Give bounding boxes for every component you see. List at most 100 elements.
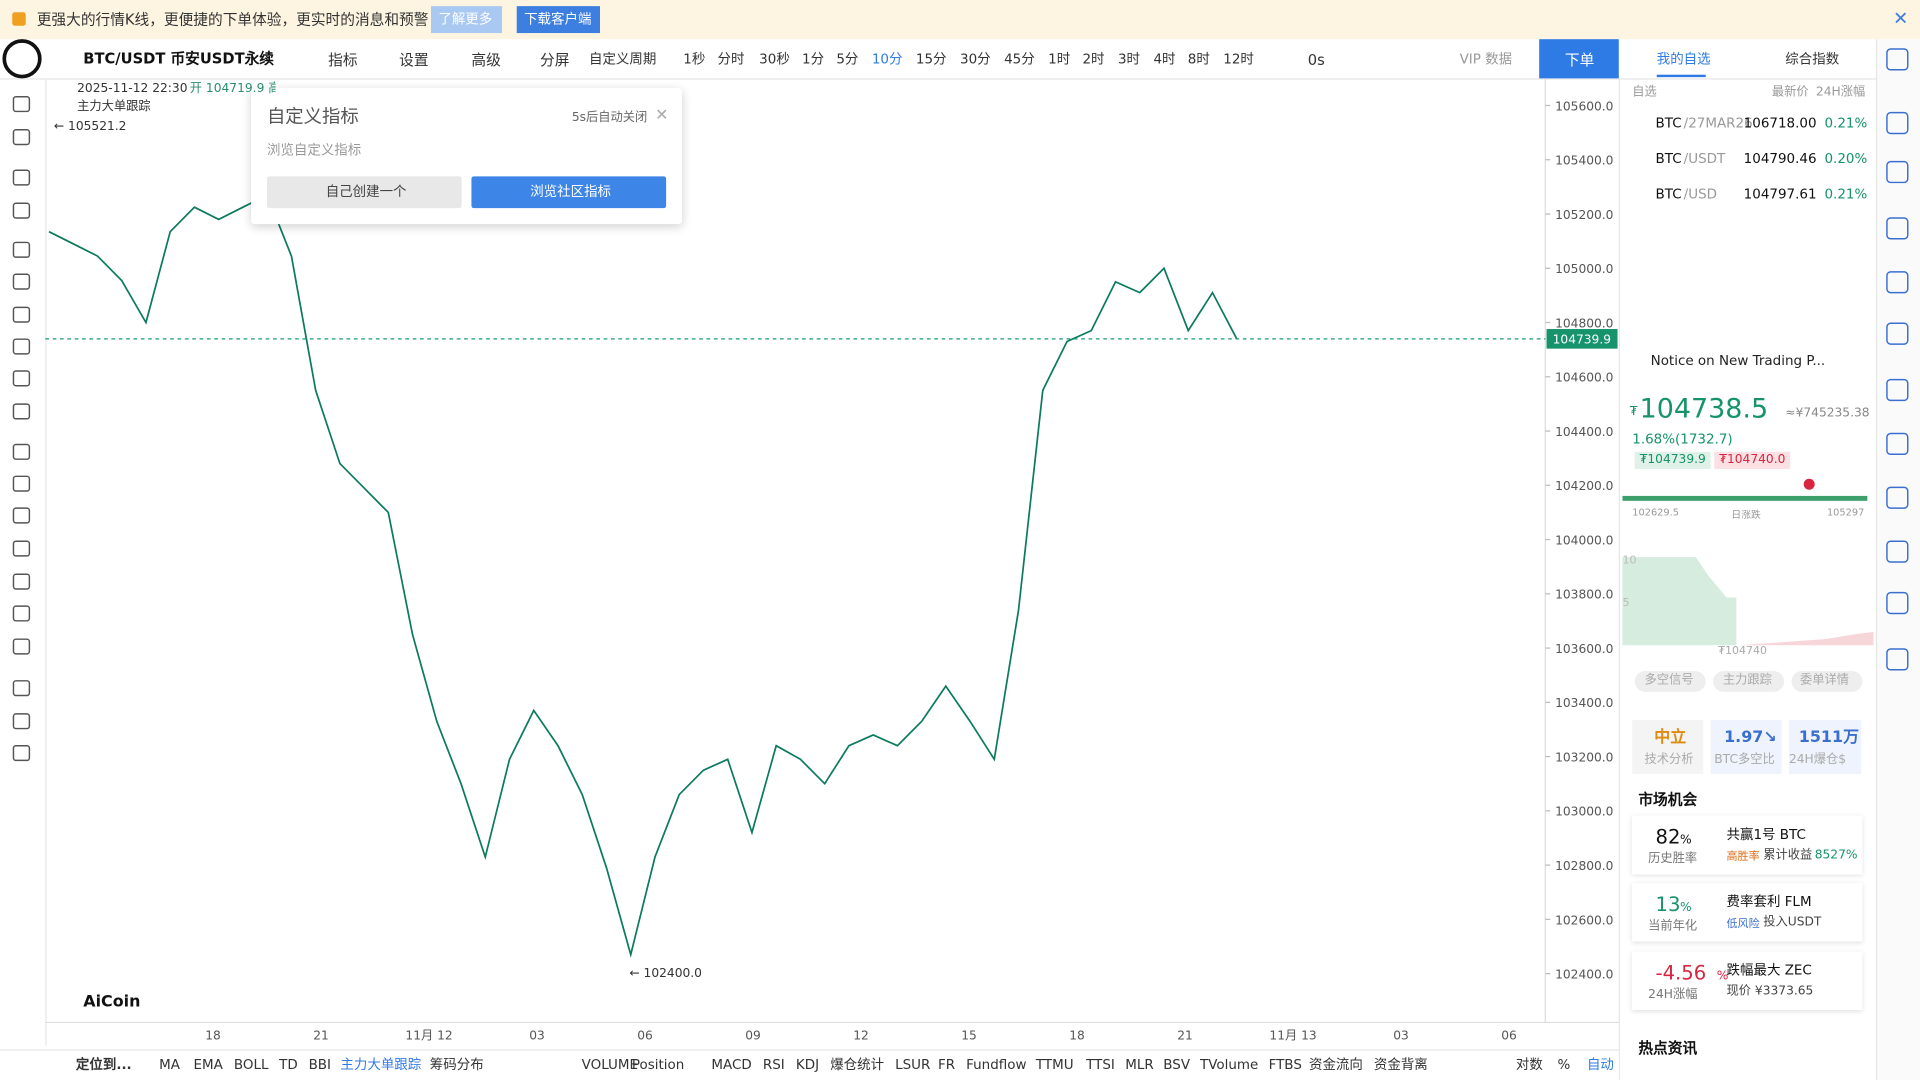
notice[interactable]: Notice on New Trading P... <box>1650 352 1826 369</box>
tab-indicator <box>1656 74 1706 78</box>
symbol[interactable]: BTC/USDT 币安USDT永续 <box>83 50 275 68</box>
period[interactable]: 30分 <box>960 51 991 68</box>
period[interactable]: 45分 <box>1004 51 1035 68</box>
side-icon <box>1886 432 1909 456</box>
row-quote[interactable]: /USD <box>1683 186 1718 203</box>
period[interactable]: 1时 <box>1048 51 1071 68</box>
signal-tab[interactable]: 多空信号 <box>1644 673 1694 687</box>
period[interactable]: 分时 <box>717 51 745 68</box>
close-banner[interactable]: ✕ <box>1893 7 1909 30</box>
period[interactable]: 10分 <box>871 51 903 68</box>
period[interactable]: 3时 <box>1117 51 1141 68</box>
browse[interactable]: 浏览社区指标 <box>530 183 612 200</box>
sub-indicator[interactable]: 资金流向 <box>1308 1056 1363 1073</box>
period[interactable]: 30秒 <box>759 51 790 68</box>
toolbar-item[interactable]: 指标 <box>328 51 358 69</box>
sub-indicator[interactable]: FTBS <box>1268 1056 1302 1073</box>
sub-indicator[interactable]: TTMU <box>1035 1056 1074 1073</box>
signal-tab[interactable]: 委单详情 <box>1800 673 1849 687</box>
depth-area <box>1738 631 1874 646</box>
sub-indicator[interactable]: Fundflow <box>966 1056 1027 1073</box>
download[interactable]: 下载客户端 <box>524 11 592 27</box>
period[interactable]: 4时 <box>1153 51 1176 68</box>
signal-tab[interactable] <box>1713 671 1785 692</box>
card[interactable] <box>1788 720 1862 774</box>
signal-tab[interactable] <box>1634 671 1706 692</box>
period[interactable]: 12时 <box>1223 51 1254 68</box>
browse-button[interactable] <box>471 176 667 209</box>
tool-icon <box>12 638 31 655</box>
sub-indicator[interactable]: LSUR <box>895 1056 931 1073</box>
sub-indicator[interactable]: MLR <box>1125 1056 1154 1073</box>
learn-more[interactable]: 了解更多 <box>438 11 493 27</box>
sub-indicator[interactable]: VOLUME <box>581 1056 639 1073</box>
main-indicator[interactable]: BBI <box>308 1056 332 1073</box>
period[interactable]: 1分 <box>802 51 825 68</box>
tab[interactable]: 综合指数 <box>1785 51 1840 68</box>
download-button[interactable] <box>516 6 601 34</box>
row-base[interactable]: BTC <box>1655 186 1682 203</box>
percent-toggle[interactable]: % <box>1557 1056 1571 1073</box>
logo[interactable] <box>2 39 42 79</box>
change: 1.68%(1732.7) <box>1632 431 1733 447</box>
main-indicator[interactable]: EMA <box>193 1056 223 1073</box>
tab[interactable]: 我的自选 <box>1656 51 1711 68</box>
tool-icon <box>12 713 31 730</box>
sub-indicator[interactable]: BSV <box>1163 1056 1191 1073</box>
main-indicator[interactable]: BOLL <box>233 1056 269 1073</box>
order[interactable]: 下单 <box>1564 51 1595 69</box>
toolbar-item[interactable]: 高级 <box>471 51 501 69</box>
sub-indicator[interactable]: TVolume <box>1200 1056 1259 1073</box>
main-indicator[interactable]: TD <box>279 1056 298 1073</box>
vip[interactable]: VIP 数据 <box>1459 51 1513 68</box>
banner <box>0 0 1920 40</box>
order-button[interactable] <box>1539 39 1619 79</box>
row-base[interactable]: BTC <box>1655 150 1682 167</box>
toolbar-item[interactable]: 设置 <box>399 51 429 69</box>
row-base[interactable]: BTC <box>1655 115 1682 132</box>
period[interactable]: 8时 <box>1187 51 1210 68</box>
period[interactable]: 15分 <box>915 51 947 68</box>
log-toggle[interactable]: 对数 <box>1515 1056 1543 1073</box>
signal-tab[interactable] <box>1791 671 1863 692</box>
popup-title: 自定义指标 <box>266 105 359 128</box>
period[interactable]: 1秒 <box>683 51 706 68</box>
row-quote[interactable]: /27MAR26 <box>1683 115 1753 132</box>
opp-desc: 历史胜率 <box>1648 852 1698 866</box>
auto-toggle[interactable]: 自动 <box>1586 1056 1614 1073</box>
custom-period[interactable]: 自定义周期 <box>588 51 657 68</box>
card[interactable] <box>1632 720 1704 774</box>
tool-icon <box>12 573 31 590</box>
main-indicator[interactable]: 主力大单跟踪 <box>340 1056 422 1073</box>
signal-tab[interactable]: 主力跟踪 <box>1722 673 1772 687</box>
sub-indicator[interactable]: 资金背离 <box>1373 1056 1428 1073</box>
sub-indicator[interactable]: 爆仓统计 <box>830 1056 885 1073</box>
x-tick-label: 11月 12 <box>405 1029 452 1043</box>
sub-indicator[interactable]: Position <box>631 1056 685 1073</box>
popup-close[interactable]: ✕ <box>655 106 669 125</box>
row-quote[interactable]: /USDT <box>1683 150 1726 167</box>
x-tick-label: 15 <box>961 1029 977 1043</box>
create[interactable]: 自己创建一个 <box>325 183 407 200</box>
sub-indicator[interactable]: RSI <box>762 1056 785 1073</box>
sub-indicator[interactable]: TTSI <box>1086 1056 1115 1073</box>
locate[interactable]: 定位到... <box>75 1056 132 1073</box>
create-button[interactable] <box>266 176 462 209</box>
sub-indicator[interactable]: KDJ <box>795 1056 820 1073</box>
opp-tag: 低风险 <box>1726 918 1760 931</box>
y-tick-label: 104000.0 <box>1555 533 1613 547</box>
period[interactable]: 2时 <box>1082 51 1105 68</box>
main-indicator[interactable]: 筹码分布 <box>429 1056 484 1073</box>
sub-indicator[interactable]: MACD <box>711 1056 752 1073</box>
sub-indicator[interactable]: FR <box>937 1056 956 1073</box>
opp-desc: 当前年化 <box>1648 919 1698 934</box>
period[interactable]: 5分 <box>836 51 859 68</box>
card-value: 1511万 <box>1798 728 1860 747</box>
card[interactable] <box>1710 720 1782 774</box>
opp-unit: % <box>1716 969 1729 984</box>
main-indicator[interactable]: MA <box>159 1056 181 1073</box>
toolbar-item[interactable]: 分屏 <box>540 51 570 69</box>
countdown: 0s <box>1307 51 1325 69</box>
popup-subtitle: 浏览自定义指标 <box>266 142 362 158</box>
learn-more-button[interactable] <box>431 6 503 34</box>
